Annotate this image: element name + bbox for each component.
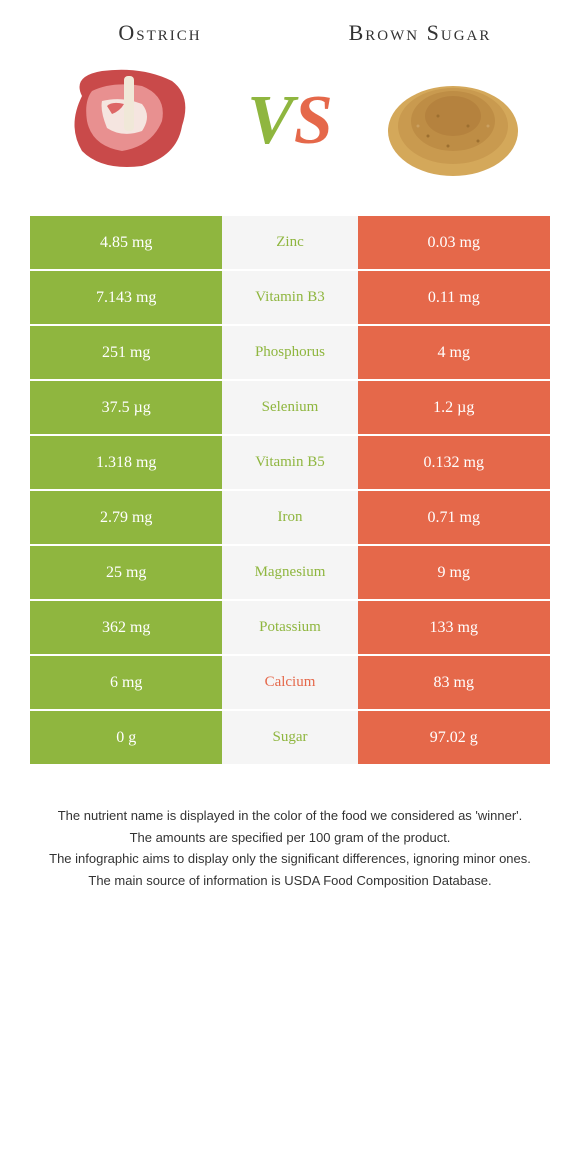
table-row: 1.318 mgVitamin B50.132 mg bbox=[30, 436, 550, 491]
table-row: 37.5 µgSelenium1.2 µg bbox=[30, 381, 550, 436]
nutrient-label-cell: Iron bbox=[222, 491, 357, 544]
left-value-cell: 1.318 mg bbox=[30, 436, 222, 489]
right-food-title: Brown Sugar bbox=[303, 20, 537, 46]
left-value-cell: 251 mg bbox=[30, 326, 222, 379]
footnote-line: The amounts are specified per 100 gram o… bbox=[40, 828, 540, 848]
right-food-image bbox=[378, 56, 528, 186]
nutrient-label-cell: Potassium bbox=[222, 601, 357, 654]
left-value-cell: 0 g bbox=[30, 711, 222, 764]
nutrient-label-cell: Calcium bbox=[222, 656, 357, 709]
right-value-cell: 133 mg bbox=[358, 601, 550, 654]
brown-sugar-icon bbox=[378, 56, 528, 186]
left-value-cell: 25 mg bbox=[30, 546, 222, 599]
nutrient-table: 4.85 mgZinc0.03 mg7.143 mgVitamin B30.11… bbox=[30, 216, 550, 766]
vs-v: V bbox=[247, 82, 294, 159]
nutrient-label-cell: Zinc bbox=[222, 216, 357, 269]
right-value-cell: 0.71 mg bbox=[358, 491, 550, 544]
right-value-cell: 1.2 µg bbox=[358, 381, 550, 434]
table-row: 2.79 mgIron0.71 mg bbox=[30, 491, 550, 546]
left-value-cell: 362 mg bbox=[30, 601, 222, 654]
left-value-cell: 6 mg bbox=[30, 656, 222, 709]
table-row: 4.85 mgZinc0.03 mg bbox=[30, 216, 550, 271]
left-value-cell: 4.85 mg bbox=[30, 216, 222, 269]
right-value-cell: 0.11 mg bbox=[358, 271, 550, 324]
right-value-cell: 83 mg bbox=[358, 656, 550, 709]
right-value-cell: 0.03 mg bbox=[358, 216, 550, 269]
nutrient-label-cell: Selenium bbox=[222, 381, 357, 434]
infographic-container: Ostrich Brown Sugar VS bbox=[0, 0, 580, 912]
right-value-cell: 9 mg bbox=[358, 546, 550, 599]
right-value-cell: 4 mg bbox=[358, 326, 550, 379]
header-titles: Ostrich Brown Sugar bbox=[30, 20, 550, 46]
footnote-line: The infographic aims to display only the… bbox=[40, 849, 540, 869]
left-food-title: Ostrich bbox=[43, 20, 277, 46]
table-row: 7.143 mgVitamin B30.11 mg bbox=[30, 271, 550, 326]
nutrient-label-cell: Sugar bbox=[222, 711, 357, 764]
table-row: 251 mgPhosphorus4 mg bbox=[30, 326, 550, 381]
right-value-cell: 97.02 g bbox=[358, 711, 550, 764]
left-value-cell: 2.79 mg bbox=[30, 491, 222, 544]
images-row: VS bbox=[30, 56, 550, 186]
left-value-cell: 7.143 mg bbox=[30, 271, 222, 324]
vs-s: S bbox=[294, 82, 333, 159]
table-row: 0 gSugar97.02 g bbox=[30, 711, 550, 766]
table-row: 362 mgPotassium133 mg bbox=[30, 601, 550, 656]
footnote-line: The main source of information is USDA F… bbox=[40, 871, 540, 891]
nutrient-label-cell: Vitamin B5 bbox=[222, 436, 357, 489]
nutrient-label-cell: Vitamin B3 bbox=[222, 271, 357, 324]
footnote-line: The nutrient name is displayed in the co… bbox=[40, 806, 540, 826]
right-value-cell: 0.132 mg bbox=[358, 436, 550, 489]
table-row: 25 mgMagnesium9 mg bbox=[30, 546, 550, 601]
ostrich-meat-icon bbox=[52, 56, 202, 186]
table-row: 6 mgCalcium83 mg bbox=[30, 656, 550, 711]
left-food-image bbox=[52, 56, 202, 186]
nutrient-label-cell: Phosphorus bbox=[222, 326, 357, 379]
nutrient-label-cell: Magnesium bbox=[222, 546, 357, 599]
footnotes: The nutrient name is displayed in the co… bbox=[30, 806, 550, 890]
left-value-cell: 37.5 µg bbox=[30, 381, 222, 434]
vs-label: VS bbox=[247, 81, 333, 161]
